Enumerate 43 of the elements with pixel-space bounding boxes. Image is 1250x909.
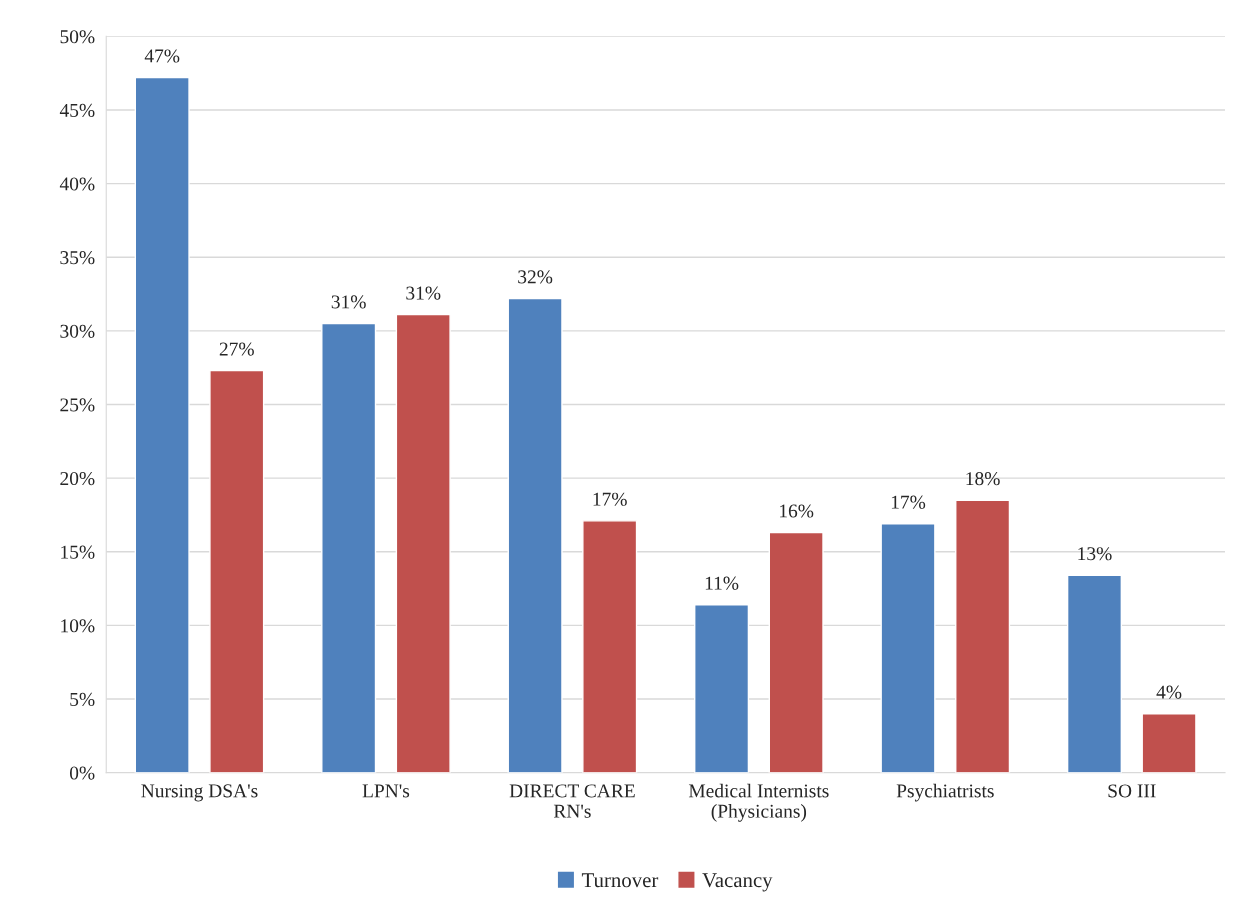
y-tick-label: 30% bbox=[60, 324, 95, 338]
bar bbox=[694, 604, 750, 773]
x-tick-label: Psychiatrists bbox=[896, 783, 994, 802]
y-tick-label: 40% bbox=[59, 177, 95, 191]
data-label: 4% bbox=[1156, 685, 1182, 699]
legend-label: Vacancy bbox=[702, 873, 773, 892]
data-label: 13% bbox=[1078, 547, 1112, 561]
legend-label: Turnover bbox=[581, 873, 659, 888]
bar bbox=[134, 76, 190, 773]
y-tick-label: 5% bbox=[70, 692, 95, 707]
data-label: 31% bbox=[406, 286, 441, 300]
y-tick-label: 20% bbox=[60, 471, 95, 486]
bar bbox=[955, 499, 1011, 773]
x-tick-label: Nursing DSA's bbox=[141, 784, 258, 802]
y-tick-label: 25% bbox=[60, 398, 95, 412]
x-tick-label: Medical Internists (Physicians) bbox=[688, 783, 829, 822]
data-label: 16% bbox=[780, 504, 814, 518]
bar bbox=[768, 531, 824, 773]
bar bbox=[1066, 574, 1123, 773]
data-label: 27% bbox=[219, 342, 254, 356]
y-tick-label: 0% bbox=[69, 766, 95, 780]
data-label: 18% bbox=[966, 472, 1000, 486]
data-label: 11% bbox=[705, 576, 739, 590]
bar bbox=[209, 369, 265, 773]
y-tick-label: 50% bbox=[60, 30, 95, 44]
x-tick-label: DIRECT CARE RN's bbox=[509, 784, 635, 818]
y-tick-label: 45% bbox=[59, 103, 95, 117]
data-label: 47% bbox=[144, 49, 180, 63]
bar bbox=[880, 523, 936, 773]
bar bbox=[1141, 713, 1197, 773]
bar bbox=[582, 520, 638, 773]
y-tick-label: 15% bbox=[61, 545, 95, 559]
data-label: 32% bbox=[518, 270, 553, 284]
bar bbox=[507, 297, 563, 773]
x-tick-label: SO III bbox=[1108, 784, 1156, 798]
y-tick-label: 10% bbox=[61, 619, 95, 633]
data-label: 17% bbox=[593, 492, 627, 506]
bar bbox=[321, 322, 377, 773]
y-tick-label: 35% bbox=[60, 251, 95, 265]
data-label: 31% bbox=[331, 295, 366, 309]
data-label: 17% bbox=[891, 495, 926, 509]
x-tick-label: LPN's bbox=[362, 784, 410, 798]
bar bbox=[395, 313, 451, 773]
